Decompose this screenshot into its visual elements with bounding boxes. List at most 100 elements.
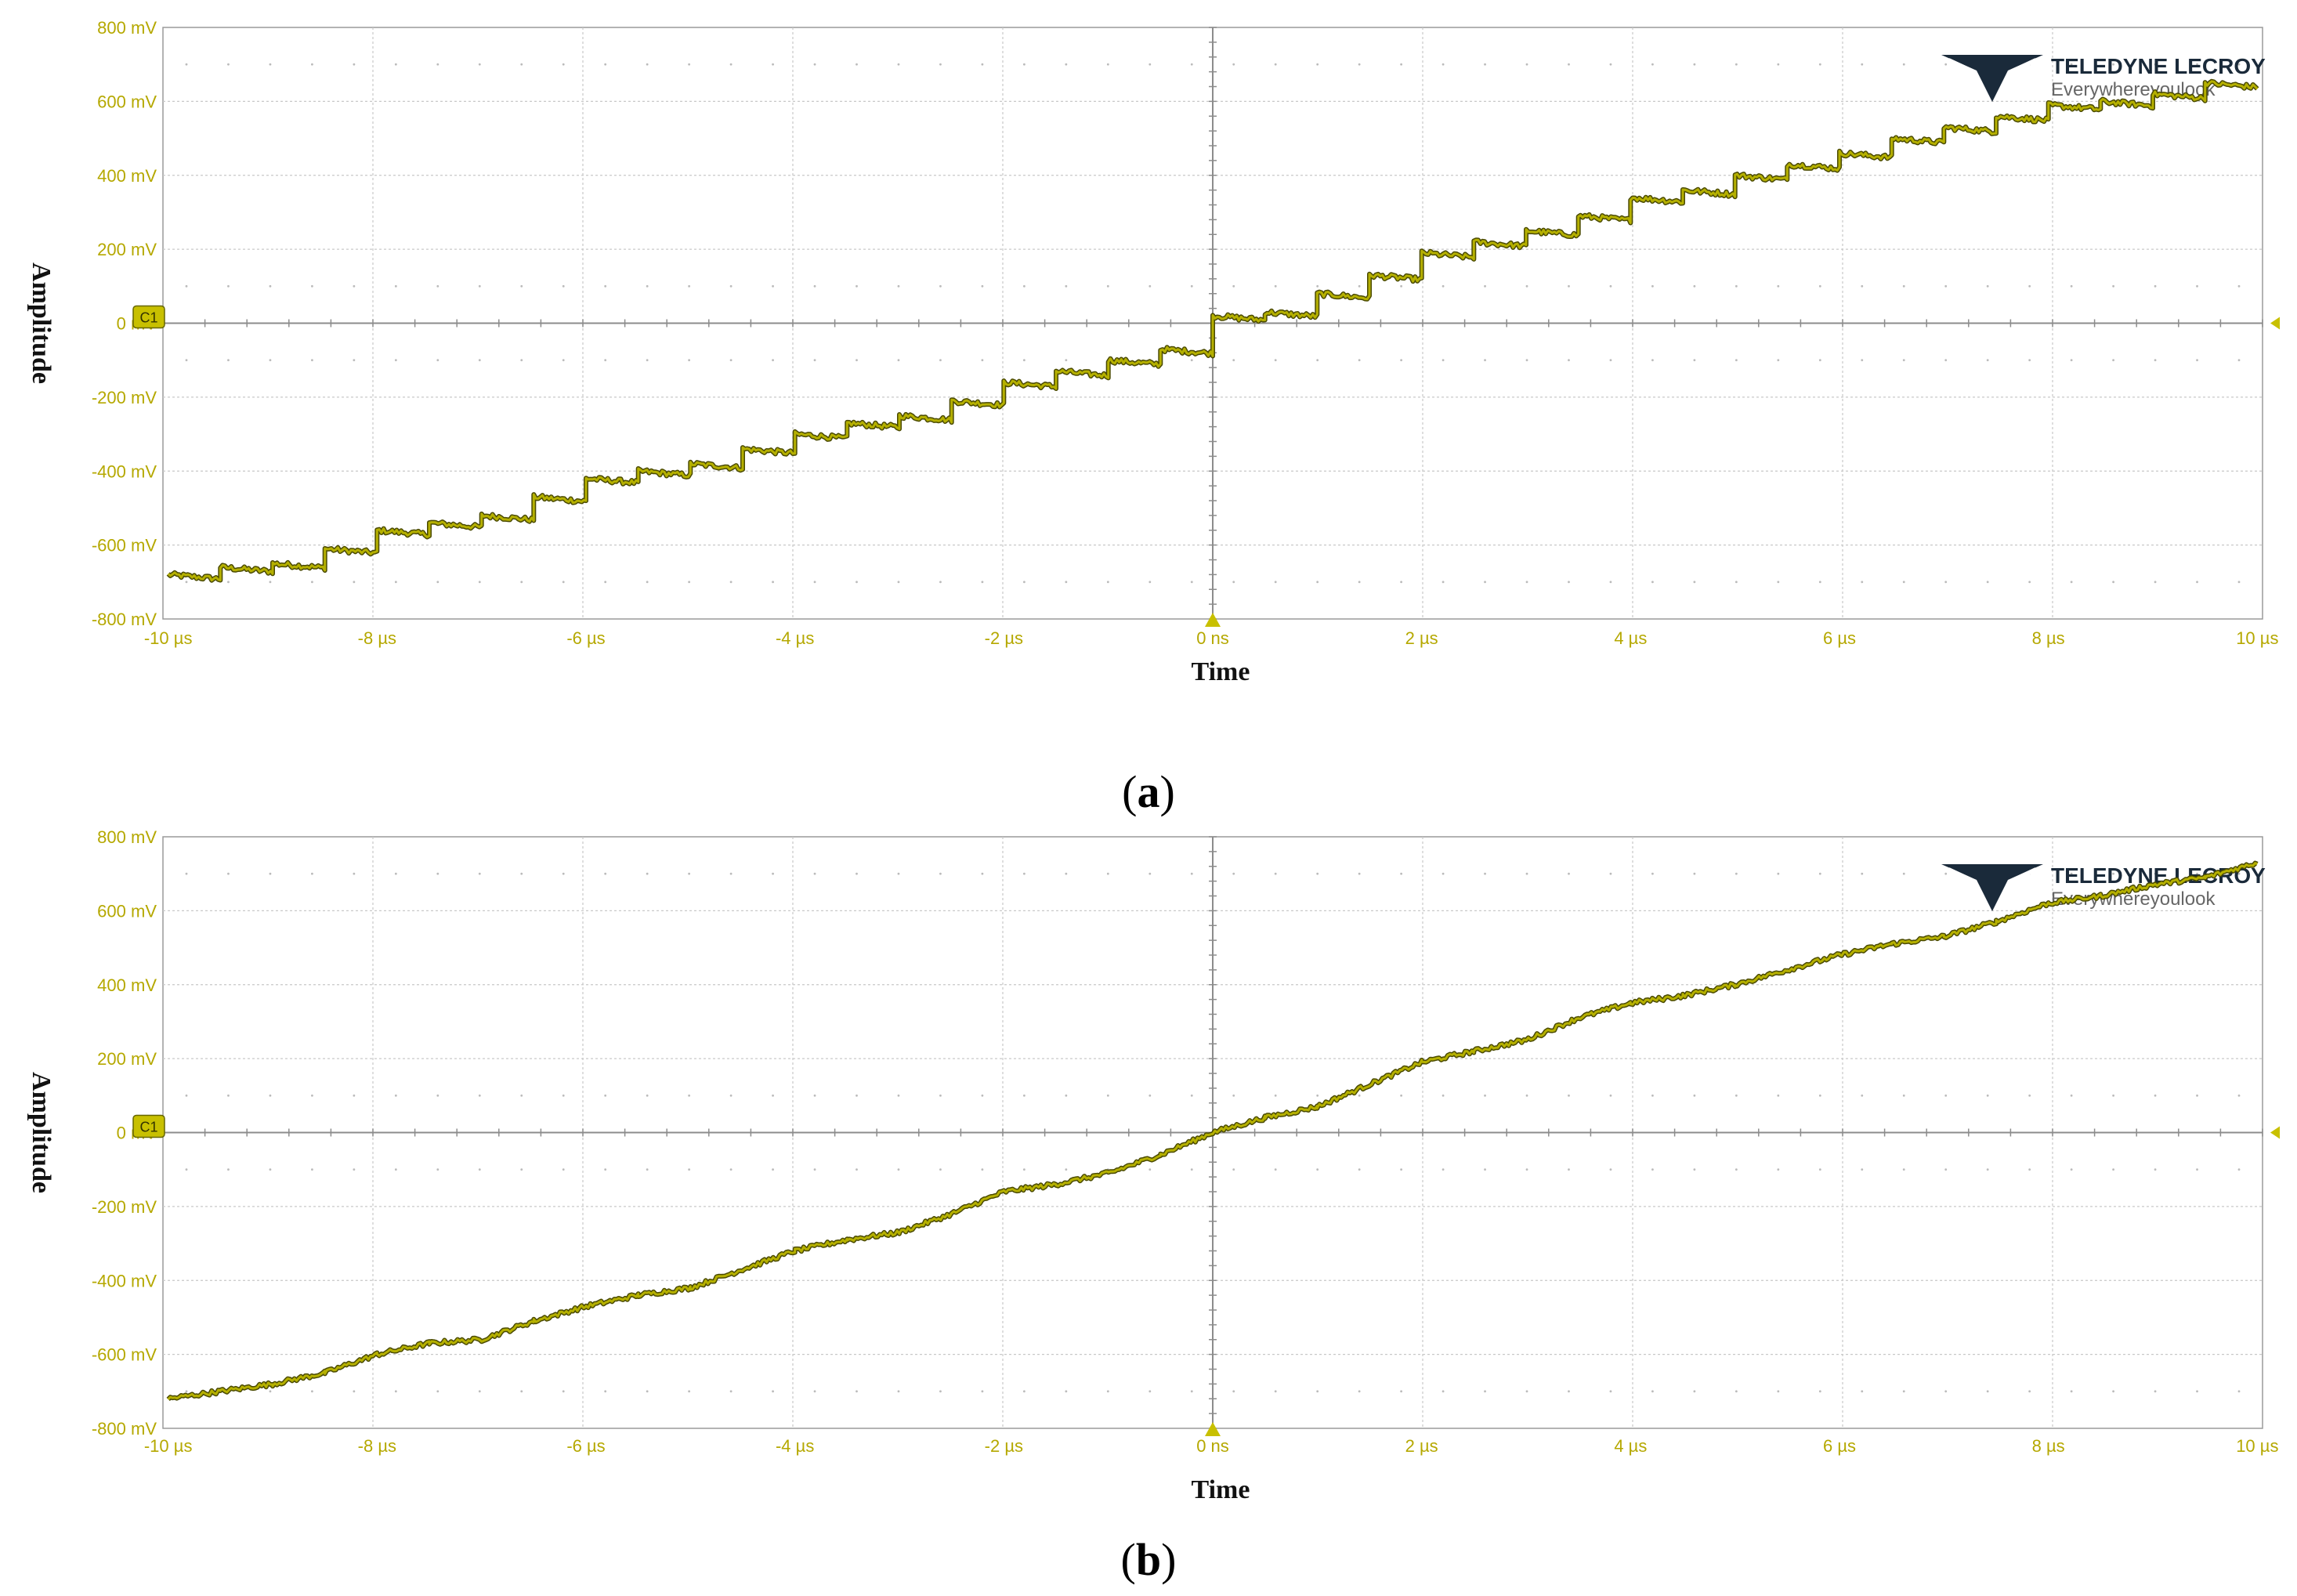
grid-dot [729,359,733,362]
y-tick-label: 600 mV [97,901,157,921]
grid-dot [688,1390,691,1393]
grid-dot [353,1094,356,1097]
grid-dot [2112,359,2114,362]
grid-dot [897,359,900,362]
grid-dot [1944,1168,1948,1171]
grid-dot [981,284,984,288]
grid-dot [1568,1094,1570,1097]
grid-dot [2196,63,2198,66]
grid-dot [1651,872,1654,875]
grid-dot [604,63,607,66]
grid-dot [311,872,313,875]
grid-dot [2237,581,2241,584]
grid-dot [185,1168,188,1171]
grid-dot [1609,284,1612,288]
grid-dot [855,63,858,66]
grid-dot [1944,1094,1948,1097]
grid-dot [1818,63,1821,66]
grid-dot [981,1168,984,1171]
channel-badge-label: C1 [139,1120,157,1135]
grid-dot [185,63,188,66]
grid-dot [939,359,942,362]
grid-dot [688,1168,691,1171]
grid-dot [1484,1094,1486,1097]
grid-dot [2196,1168,2198,1171]
grid-dot [981,872,984,875]
grid-dot [1902,1094,1905,1097]
grid-dot [1400,1094,1403,1097]
grid-dot [1944,1390,1948,1393]
grid-dot [520,872,523,875]
grid-dot [1777,284,1780,288]
grid-dot [1400,284,1403,288]
grid-dot [1274,581,1277,584]
grid-dot [855,581,858,584]
grid-dot [2028,581,2031,584]
grid-dot [1568,284,1570,288]
grid-dot [1902,284,1905,288]
y-axis-title: Amplitude [27,262,56,384]
grid-dot [269,872,272,875]
grid-dot [562,581,565,584]
grid-dot [1274,359,1277,362]
grid-dot [1316,359,1319,362]
grid-dot [1022,284,1026,288]
grid-dot [2237,872,2241,875]
grid-dot [772,359,774,362]
y-tick-label: 400 mV [97,166,157,186]
grid-dot [1777,581,1780,584]
grid-dot [1693,63,1696,66]
grid-dot [1274,1168,1277,1171]
grid-dot [772,284,774,288]
x-axis-title: Time [1192,657,1250,686]
grid-dot [2070,1390,2073,1393]
grid-dot [1232,872,1235,875]
grid-dot [2154,581,2157,584]
grid-dot [269,284,272,288]
grid-dot [1609,872,1612,875]
grid-dot [1106,63,1109,66]
grid-dot [1400,359,1403,362]
grid-dot [981,359,984,362]
grid-dot [729,872,733,875]
grid-dot [520,284,523,288]
grid-dot [813,284,816,288]
grid-dot [185,872,188,875]
grid-dot [2028,1390,2031,1393]
grid-dot [2112,581,2114,584]
grid-dot [1693,284,1696,288]
grid-dot [1274,1390,1277,1393]
grid-dot [1902,63,1905,66]
grid-dot [520,581,523,584]
grid-dot [1065,581,1068,584]
grid-dot [269,1094,272,1097]
x-tick-label: -10 µs [144,628,193,648]
grid-dot [562,359,565,362]
logo-mark-detail-icon [2012,58,2035,69]
grid-dot [227,1168,230,1171]
grid-dot [1442,581,1445,584]
grid-dot [394,284,397,288]
grid-dot [1777,872,1780,875]
grid-dot [311,359,313,362]
grid-dot [1484,284,1486,288]
grid-dot [185,359,188,362]
grid-dot [1358,1168,1361,1171]
grid-dot [1777,63,1780,66]
grid-dot [604,1390,607,1393]
grid-dot [2070,1094,2073,1097]
grid-dot [436,284,440,288]
grid-dot [772,1168,774,1171]
grid-dot [1818,1094,1821,1097]
panel-label: (b) [1121,1534,1177,1585]
grid-dot [897,1390,900,1393]
channel-badge: C1 [132,305,165,329]
grid-dot [939,1094,942,1097]
grid-dot [1777,1168,1780,1171]
grid-dot [436,581,440,584]
x-tick-label: 10 µs [2236,628,2278,648]
grid-dot [1484,581,1486,584]
grid-dot [269,581,272,584]
grid-dot [1316,63,1319,66]
grid-dot [1442,63,1445,66]
